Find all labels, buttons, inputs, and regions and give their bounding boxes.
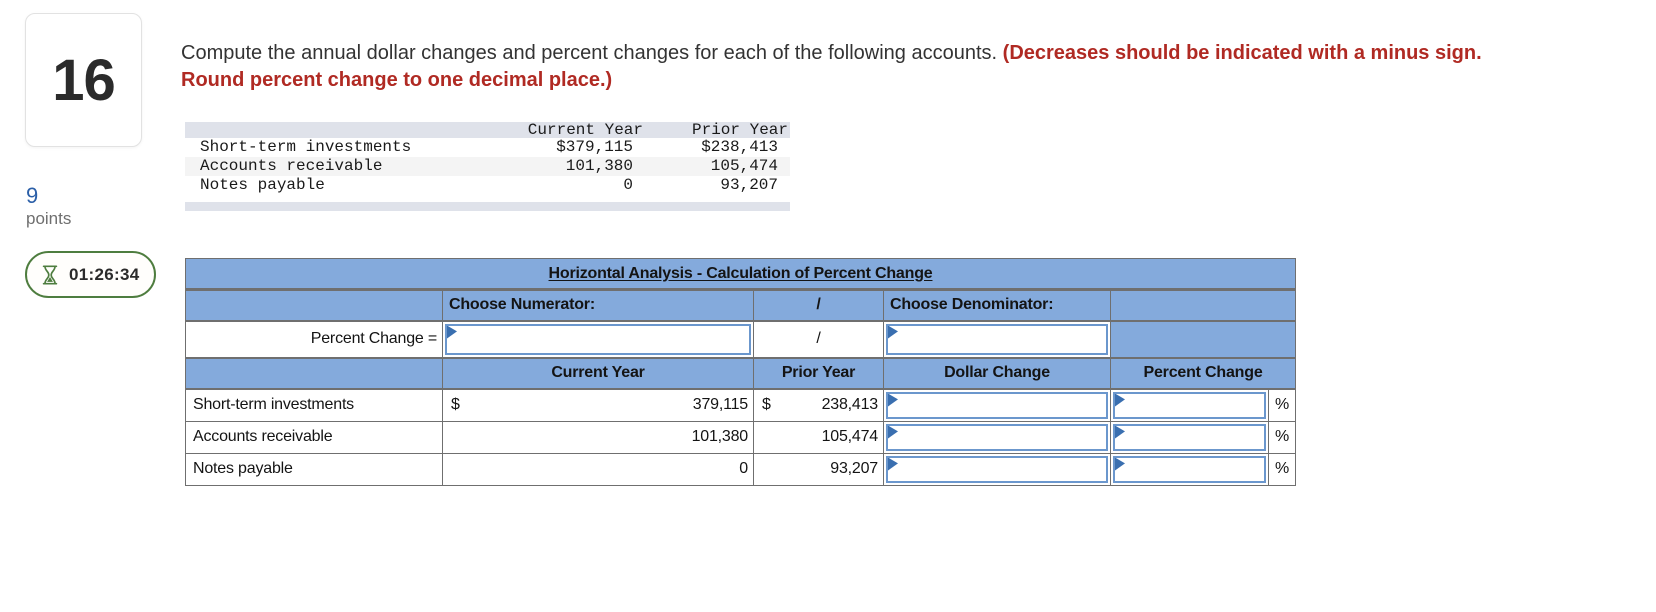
- account-label: Short-term investments: [185, 388, 443, 422]
- prior-year-cell: 105,474: [753, 420, 884, 454]
- currency-symbol: $: [762, 396, 771, 413]
- dollar-change-cell: [883, 452, 1111, 486]
- percent-change-input[interactable]: [1113, 423, 1267, 451]
- table-row: Accounts receivable 101,380 105,474: [185, 420, 1297, 454]
- source-current-value: 101,380: [515, 157, 645, 176]
- percent-sign: %: [1268, 453, 1296, 485]
- dropdown-marker-icon: [888, 393, 898, 407]
- divider-slash: /: [753, 288, 884, 322]
- denominator-dropdown[interactable]: [886, 323, 1108, 355]
- dollar-change-cell: [883, 420, 1111, 454]
- percent-change-cell: %: [1109, 452, 1297, 486]
- current-year-value: 379,115: [692, 396, 748, 413]
- question-prompt: Compute the annual dollar changes and pe…: [181, 40, 1506, 94]
- hourglass-icon: [39, 263, 61, 287]
- current-year-cell: 0: [442, 452, 754, 486]
- denominator-cell: [883, 320, 1111, 358]
- worksheet-title: Horizontal Analysis - Calculation of Per…: [184, 258, 1297, 291]
- source-row-label: Notes payable: [200, 176, 325, 194]
- numerator-dropdown[interactable]: [445, 323, 751, 355]
- points: 9 points: [26, 184, 71, 230]
- dollar-change-input[interactable]: [886, 455, 1108, 483]
- dropdown-marker-icon: [888, 325, 898, 339]
- source-prior-value: 93,207: [720, 176, 778, 194]
- source-prior-value: 105,474: [645, 157, 790, 176]
- column-header-prior-year: Prior Year: [753, 356, 884, 390]
- dropdown-marker-icon: [888, 457, 898, 471]
- prior-year-cell: $ 238,413: [753, 388, 884, 422]
- column-header-percent-change: Percent Change: [1109, 356, 1297, 390]
- source-header-current-year: Current Year: [515, 122, 645, 138]
- percent-change-input[interactable]: [1113, 391, 1267, 419]
- prior-year-value: 93,207: [830, 460, 878, 477]
- worksheet-column-header-row: Current Year Prior Year Dollar Change Pe…: [185, 356, 1297, 390]
- dollar-change-input[interactable]: [886, 391, 1108, 419]
- header-spacer: [1109, 288, 1297, 322]
- timer-badge[interactable]: 01:26:34: [25, 251, 157, 298]
- question-number: 16: [52, 47, 116, 113]
- prompt-emphasis: (Decreases should be indicated with a mi…: [181, 42, 1482, 91]
- choose-denominator-label: Choose Denominator:: [883, 288, 1111, 322]
- account-label: Accounts receivable: [185, 420, 443, 454]
- table-row: Short-term investments $379,115 $238,413: [185, 138, 790, 157]
- dropdown-marker-icon: [447, 325, 457, 339]
- prior-year-value: 105,474: [821, 428, 879, 445]
- timer-value: 01:26:34: [69, 264, 140, 284]
- source-current-value: $379,115: [556, 138, 633, 156]
- table-row: Notes payable 0 93,207: [185, 176, 790, 195]
- dollar-change-cell: [883, 388, 1111, 422]
- dropdown-marker-icon: [888, 425, 898, 439]
- column-header-spacer: [185, 356, 443, 390]
- worksheet-table: Horizontal Analysis - Calculation of Per…: [184, 258, 1297, 486]
- table-row: Short-term investments $ 379,115 $ 238,4…: [185, 388, 1297, 422]
- percent-change-cell: %: [1109, 388, 1297, 422]
- prompt-text: Compute the annual dollar changes and pe…: [181, 42, 1003, 64]
- column-header-current-year: Current Year: [442, 356, 754, 390]
- header-spacer: [185, 288, 443, 322]
- source-header-prior-year: Prior Year: [645, 122, 790, 138]
- dropdown-marker-icon: [1115, 457, 1125, 471]
- dropdown-marker-icon: [1115, 425, 1125, 439]
- current-year-cell: $ 379,115: [442, 388, 754, 422]
- points-value: 9: [26, 183, 39, 208]
- numerator-cell: [442, 320, 754, 358]
- currency-symbol: $: [451, 396, 460, 413]
- source-table-footer-band: [185, 202, 790, 211]
- source-prior-value: $238,413: [701, 138, 778, 156]
- column-header-dollar-change: Dollar Change: [883, 356, 1111, 390]
- table-row: Notes payable 0 93,207: [185, 452, 1297, 486]
- formula-row-spacer: [1109, 320, 1297, 358]
- source-row-label: Accounts receivable: [185, 157, 515, 176]
- prior-year-value: 238,413: [821, 396, 879, 413]
- current-year-cell: 101,380: [442, 420, 754, 454]
- worksheet-title-row: Horizontal Analysis - Calculation of Per…: [184, 258, 1297, 291]
- points-label: points: [26, 209, 72, 228]
- percent-change-input[interactable]: [1113, 455, 1267, 483]
- percent-change-cell: %: [1109, 420, 1297, 454]
- source-header-row: Current Year Prior Year: [185, 122, 790, 138]
- current-year-value: 101,380: [691, 428, 749, 445]
- divider-slash: /: [753, 320, 884, 358]
- account-label: Notes payable: [185, 452, 443, 486]
- formula-header-row: Choose Numerator: / Choose Denominator:: [185, 288, 1297, 322]
- question-number-card: 16: [25, 13, 142, 147]
- prior-year-cell: 93,207: [753, 452, 884, 486]
- percent-sign: %: [1268, 421, 1296, 453]
- dropdown-marker-icon: [1115, 393, 1125, 407]
- choose-numerator-label: Choose Numerator:: [442, 288, 754, 322]
- dollar-change-input[interactable]: [886, 423, 1108, 451]
- table-row: Accounts receivable 101,380 105,474: [185, 157, 790, 176]
- formula-row: Percent Change = /: [185, 320, 1297, 358]
- current-year-value: 0: [739, 460, 748, 477]
- percent-sign: %: [1268, 389, 1296, 421]
- source-data-table: Current Year Prior Year Short-term inves…: [185, 122, 790, 211]
- source-current-value: 0: [623, 176, 633, 194]
- source-header-spacer: [185, 122, 515, 138]
- percent-change-formula-label: Percent Change =: [185, 320, 443, 358]
- source-row-label: Short-term investments: [200, 138, 412, 156]
